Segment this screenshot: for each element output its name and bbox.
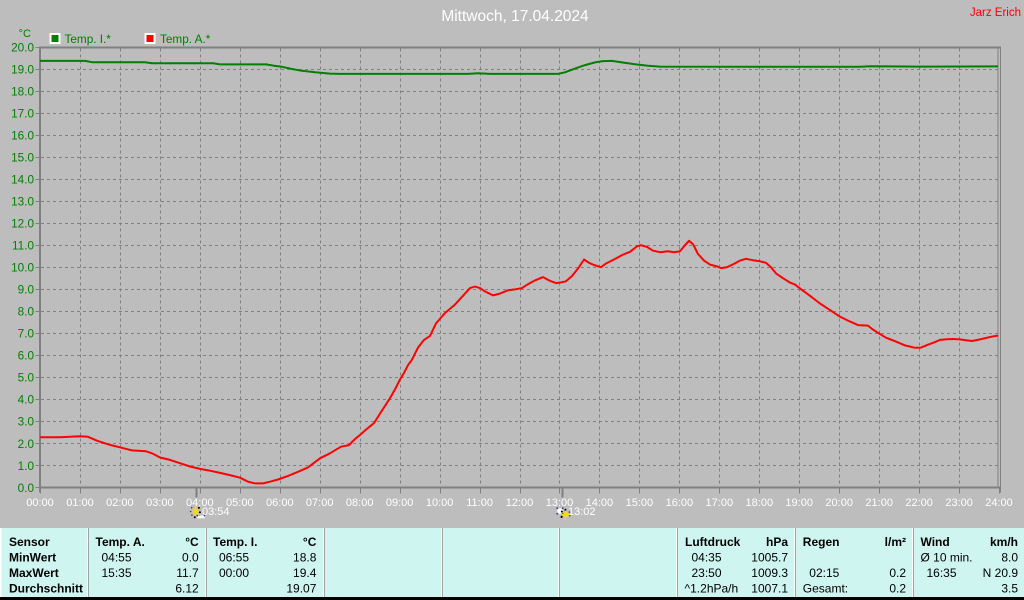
svg-text:17:00: 17:00 bbox=[706, 497, 734, 509]
svg-text:5.0: 5.0 bbox=[18, 372, 35, 385]
svg-text:4.0: 4.0 bbox=[18, 394, 35, 407]
svg-text:2.0: 2.0 bbox=[18, 438, 35, 451]
svg-text:19:00: 19:00 bbox=[785, 497, 813, 509]
svg-text:16:00: 16:00 bbox=[666, 497, 694, 509]
svg-text:Mittwoch, 17.04.2024: Mittwoch, 17.04.2024 bbox=[441, 8, 589, 25]
svg-text:01:00: 01:00 bbox=[66, 497, 94, 509]
svg-text:MinWert: MinWert bbox=[9, 550, 56, 564]
svg-text:14.0: 14.0 bbox=[11, 174, 34, 187]
svg-text:6.0: 6.0 bbox=[18, 350, 35, 363]
svg-text:Temp. A.: Temp. A. bbox=[96, 535, 145, 549]
svg-text:09:00: 09:00 bbox=[386, 497, 414, 509]
svg-text:Luftdruck: Luftdruck bbox=[685, 535, 741, 549]
svg-text:06:55: 06:55 bbox=[219, 550, 249, 564]
svg-text:23:00: 23:00 bbox=[945, 497, 973, 509]
svg-text:Wind: Wind bbox=[921, 535, 950, 549]
svg-text:04:00: 04:00 bbox=[186, 497, 214, 509]
svg-text:20:00: 20:00 bbox=[825, 497, 853, 509]
svg-text:18:00: 18:00 bbox=[746, 497, 774, 509]
svg-text:00:00: 00:00 bbox=[219, 566, 249, 580]
svg-text:°C: °C bbox=[303, 535, 317, 549]
svg-text:^1.2hPa/h: ^1.2hPa/h bbox=[685, 582, 739, 596]
svg-text:19.07: 19.07 bbox=[286, 582, 316, 596]
svg-text:18.0: 18.0 bbox=[11, 85, 34, 98]
svg-text:16:35: 16:35 bbox=[927, 566, 957, 580]
svg-text:03:54: 03:54 bbox=[202, 506, 230, 518]
svg-text:MaxWert: MaxWert bbox=[9, 566, 59, 580]
svg-text:Temp. I.: Temp. I. bbox=[213, 535, 257, 549]
svg-text:10.0: 10.0 bbox=[11, 262, 34, 275]
svg-text:°C: °C bbox=[185, 535, 199, 549]
svg-text:Temp. I.*: Temp. I.* bbox=[65, 33, 112, 46]
svg-text:8.0: 8.0 bbox=[18, 306, 35, 319]
svg-text:11.0: 11.0 bbox=[12, 240, 34, 253]
svg-text:Regen: Regen bbox=[803, 535, 840, 549]
svg-text:24:00: 24:00 bbox=[985, 497, 1013, 509]
svg-text:12.0: 12.0 bbox=[11, 218, 34, 231]
svg-text:17.0: 17.0 bbox=[11, 108, 34, 121]
svg-text:02:15: 02:15 bbox=[809, 566, 839, 580]
svg-text:Durchschnitt: Durchschnitt bbox=[9, 582, 83, 596]
svg-text:hPa: hPa bbox=[766, 535, 788, 549]
svg-text:07:00: 07:00 bbox=[306, 497, 334, 509]
svg-text:Ø 10 min.: Ø 10 min. bbox=[921, 550, 973, 564]
svg-text:19.4: 19.4 bbox=[293, 566, 317, 580]
svg-text:08:00: 08:00 bbox=[346, 497, 374, 509]
svg-text:0.0: 0.0 bbox=[18, 482, 35, 495]
svg-text:05:00: 05:00 bbox=[226, 497, 254, 509]
svg-text:Jarz Erich: Jarz Erich bbox=[970, 7, 1021, 19]
svg-text:9.0: 9.0 bbox=[18, 284, 35, 297]
svg-text:16.0: 16.0 bbox=[11, 130, 34, 143]
svg-text:13:02: 13:02 bbox=[568, 506, 596, 518]
svg-text:0.2: 0.2 bbox=[889, 582, 906, 596]
svg-text:13:00: 13:00 bbox=[546, 497, 574, 509]
svg-text:15:35: 15:35 bbox=[102, 566, 132, 580]
svg-text:l/m²: l/m² bbox=[885, 535, 906, 549]
svg-text:7.0: 7.0 bbox=[18, 328, 35, 341]
svg-text:19.0: 19.0 bbox=[11, 63, 34, 76]
svg-text:14:00: 14:00 bbox=[586, 497, 614, 509]
svg-text:1007.1: 1007.1 bbox=[751, 582, 788, 596]
svg-text:Sensor: Sensor bbox=[9, 535, 50, 549]
svg-text:20.0: 20.0 bbox=[11, 41, 34, 54]
svg-text:°C: °C bbox=[19, 28, 31, 40]
svg-text:21:00: 21:00 bbox=[865, 497, 893, 509]
svg-text:04:35: 04:35 bbox=[692, 550, 722, 564]
svg-text:15:00: 15:00 bbox=[626, 497, 654, 509]
svg-text:3.5: 3.5 bbox=[1001, 582, 1018, 596]
svg-text:0.2: 0.2 bbox=[889, 566, 906, 580]
svg-text:12:00: 12:00 bbox=[506, 497, 534, 509]
svg-text:18.8: 18.8 bbox=[293, 550, 317, 564]
svg-text:8.0: 8.0 bbox=[1001, 550, 1018, 564]
svg-text:6.12: 6.12 bbox=[175, 582, 199, 596]
svg-text:1.0: 1.0 bbox=[18, 460, 35, 473]
svg-text:15.0: 15.0 bbox=[11, 152, 34, 165]
svg-text:02:00: 02:00 bbox=[106, 497, 134, 509]
svg-text:1009.3: 1009.3 bbox=[751, 566, 788, 580]
svg-text:04:55: 04:55 bbox=[102, 550, 132, 564]
svg-text:10:00: 10:00 bbox=[426, 497, 454, 509]
svg-text:00:00: 00:00 bbox=[26, 497, 54, 509]
svg-text:23:50: 23:50 bbox=[692, 566, 722, 580]
svg-text:km/h: km/h bbox=[990, 535, 1018, 549]
svg-text:N 20.9: N 20.9 bbox=[983, 566, 1019, 580]
svg-text:22:00: 22:00 bbox=[905, 497, 933, 509]
svg-text:11:00: 11:00 bbox=[466, 497, 493, 509]
svg-text:03:00: 03:00 bbox=[146, 497, 174, 509]
svg-text:Temp. A.*: Temp. A.* bbox=[160, 33, 211, 46]
svg-text:13.0: 13.0 bbox=[11, 196, 34, 209]
svg-text:Gesamt:: Gesamt: bbox=[803, 582, 848, 596]
svg-text:0.0: 0.0 bbox=[182, 550, 199, 564]
svg-text:3.0: 3.0 bbox=[18, 416, 35, 429]
svg-text:1005.7: 1005.7 bbox=[751, 550, 788, 564]
svg-text:06:00: 06:00 bbox=[266, 497, 294, 509]
svg-text:11.7: 11.7 bbox=[176, 566, 199, 580]
